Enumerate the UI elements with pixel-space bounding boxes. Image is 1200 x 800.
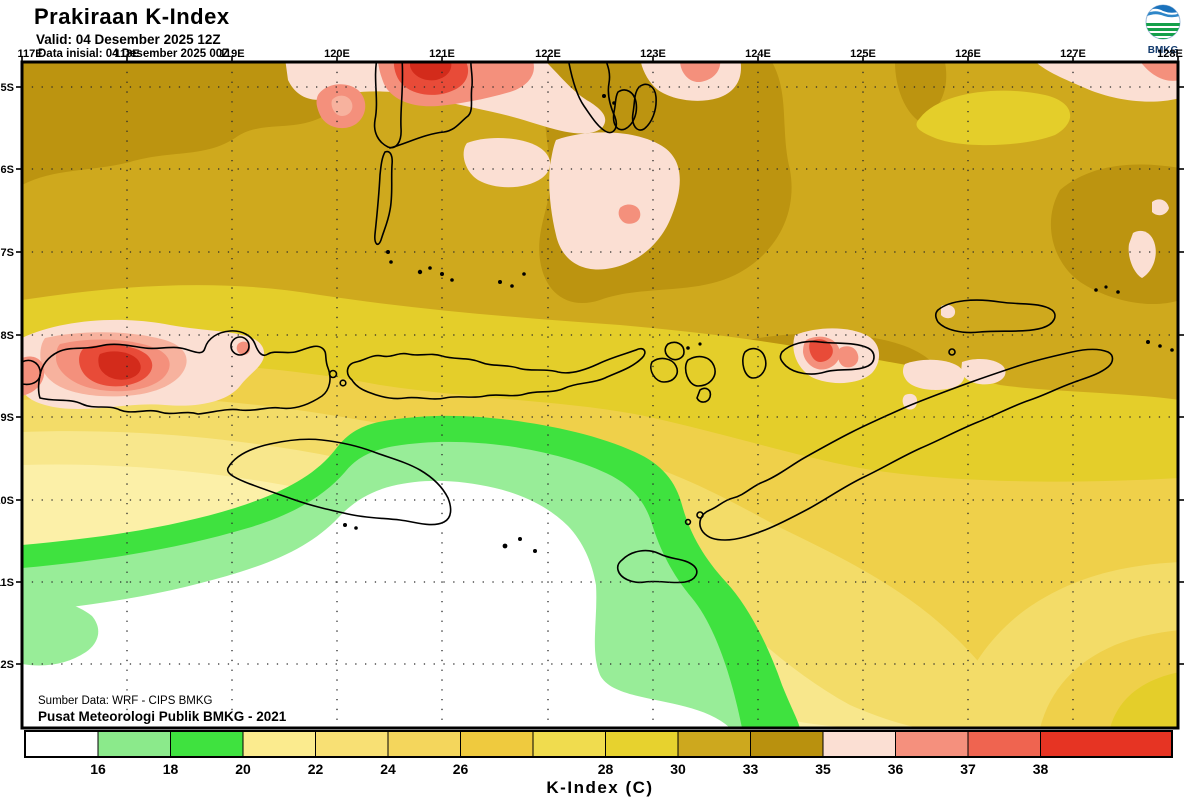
lon-axis-labels: 117E 118E 119E 120E 121E 122E 123E 124E … bbox=[17, 48, 1182, 60]
init-time-label: Data inisial: 04 Desember 2025 00Z bbox=[38, 48, 230, 60]
colorbar-segment bbox=[242, 730, 316, 758]
colorbar-segment bbox=[605, 730, 679, 758]
colorbar-segment bbox=[460, 730, 534, 758]
islet-dots bbox=[343, 94, 1174, 553]
colorbar-segment bbox=[97, 730, 171, 758]
lon-label: 127E bbox=[1060, 48, 1086, 60]
contour-corner-gold bbox=[950, 562, 1178, 728]
colorbar-segment bbox=[1040, 730, 1173, 758]
colorbar-segment bbox=[532, 730, 606, 758]
colorbar-segment bbox=[24, 730, 99, 758]
title-block: Prakiraan K-Index Valid: 04 Desember 202… bbox=[34, 4, 230, 60]
contour-region-below-16 bbox=[22, 480, 730, 728]
colorbar-tick: 28 bbox=[598, 761, 614, 777]
colorbar-segment bbox=[677, 730, 751, 758]
colorbar-frame bbox=[24, 730, 1173, 758]
lon-label: 122E bbox=[535, 48, 561, 60]
lon-label: 125E bbox=[850, 48, 876, 60]
valid-time-label: Valid: 04 Desember 2025 12Z bbox=[36, 32, 221, 47]
lat-label: 9S bbox=[1, 412, 14, 424]
colorbar-segment bbox=[895, 730, 969, 758]
colorbar-title: K-Index (C) bbox=[546, 778, 653, 797]
colorbar-tick: 24 bbox=[380, 761, 396, 777]
colorbar-segment bbox=[170, 730, 244, 758]
colorbar-segment bbox=[387, 730, 461, 758]
bmkg-logo: BMKG bbox=[1140, 2, 1186, 56]
colorbar bbox=[24, 730, 1173, 758]
colorbar-labels: 16 18 20 22 24 26 28 30 33 35 36 37 38 bbox=[90, 761, 1048, 777]
lon-label: 118E bbox=[114, 48, 139, 60]
lon-label: 128E bbox=[1157, 48, 1183, 60]
source-credit: Sumber Data: WRF - CIPS BMKG Pusat Meteo… bbox=[38, 695, 287, 724]
lat-label: 12S bbox=[0, 659, 14, 671]
colorbar-tick: 30 bbox=[670, 761, 686, 777]
lat-label: 11S bbox=[0, 577, 14, 589]
colorbar-tick: 37 bbox=[960, 761, 976, 777]
colorbar-tick: 36 bbox=[888, 761, 904, 777]
colorbar-tick: 16 bbox=[90, 761, 106, 777]
source-line-1: Sumber Data: WRF - CIPS BMKG bbox=[38, 695, 213, 707]
lon-label: 124E bbox=[745, 48, 771, 60]
lat-label: 6S bbox=[1, 164, 14, 176]
page-title: Prakiraan K-Index bbox=[34, 4, 230, 29]
lon-label: 126E bbox=[955, 48, 981, 60]
lon-label: 123E bbox=[640, 48, 666, 60]
axis-ticks bbox=[16, 56, 1184, 665]
lat-label: 5S bbox=[1, 82, 14, 94]
colorbar-segment bbox=[822, 730, 896, 758]
colorbar-tick: 22 bbox=[308, 761, 324, 777]
lon-label: 119E bbox=[219, 48, 244, 60]
coastlines bbox=[22, 62, 1114, 584]
lon-label: 117E bbox=[17, 48, 42, 60]
colorbar-segment bbox=[315, 730, 389, 758]
colorbar-tick: 18 bbox=[163, 761, 179, 777]
lat-axis-labels: 5S 6S 7S 8S 9S 10S 11S 12S bbox=[0, 82, 14, 671]
colorbar-tick: 35 bbox=[815, 761, 831, 777]
contour-patch-16-18-left bbox=[22, 597, 99, 666]
source-line-2: Pusat Meteorologi Publik BMKG - 2021 bbox=[38, 709, 287, 724]
colorbar-tick: 20 bbox=[235, 761, 251, 777]
lat-label: 10S bbox=[0, 495, 14, 507]
contour-field bbox=[22, 62, 1178, 728]
colorbar-segment bbox=[750, 730, 824, 758]
lat-label: 8S bbox=[1, 330, 14, 342]
map-frame bbox=[16, 56, 1184, 730]
colorbar-tick: 26 bbox=[453, 761, 469, 777]
lat-label: 7S bbox=[1, 247, 14, 259]
lon-label: 120E bbox=[324, 48, 350, 60]
lon-label: 121E bbox=[429, 48, 455, 60]
colorbar-tick: 38 bbox=[1033, 761, 1049, 777]
bmkg-logo-text: BMKG bbox=[1147, 45, 1179, 56]
colorbar-tick: 33 bbox=[743, 761, 759, 777]
colorbar-segment bbox=[967, 730, 1041, 758]
bmkg-logo-icon bbox=[1145, 4, 1181, 40]
